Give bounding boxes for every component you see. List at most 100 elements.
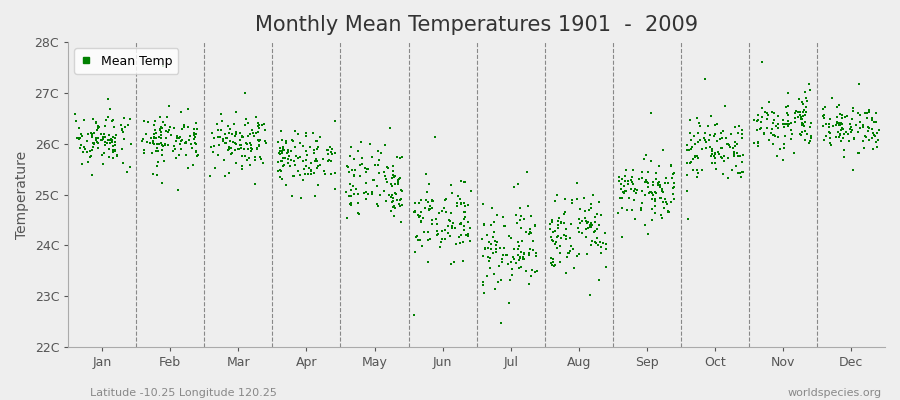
Mean Temp (524, 230, 538, 236)
Mean Temp (156, 62, 170, 69)
Mean Temp (222, 144, 237, 150)
Mean Temp (846, 105, 860, 112)
Mean Temp (858, 144, 872, 151)
Mean Temp (251, 142, 266, 149)
Mean Temp (257, 138, 272, 144)
Mean Temp (97, 150, 112, 156)
Mean Temp (346, 183, 360, 190)
Mean Temp (292, 140, 307, 147)
Mean Temp (108, 147, 122, 154)
Mean Temp (219, 140, 233, 146)
Mean Temp (444, 182, 458, 188)
Mean Temp (867, 119, 881, 125)
Mean Temp (752, 140, 766, 146)
Mean Temp (794, 114, 808, 121)
Mean Temp (186, 130, 201, 136)
Mean Temp (158, 122, 172, 128)
Mean Temp (868, 110, 883, 116)
Mean Temp (443, 218, 457, 224)
Mean Temp (544, 234, 559, 241)
Mean Temp (762, 99, 777, 105)
Mean Temp (698, 138, 713, 145)
Mean Temp (825, 95, 840, 101)
Mean Temp (103, 137, 117, 144)
Mean Temp (553, 243, 567, 249)
Mean Temp (437, 205, 452, 211)
Mean Temp (528, 253, 543, 259)
Mean Temp (688, 140, 703, 147)
Mean Temp (477, 245, 491, 252)
Mean Temp (458, 203, 473, 210)
Mean Temp (632, 176, 646, 182)
Mean Temp (523, 229, 537, 236)
Mean Temp (770, 121, 785, 128)
Mean Temp (284, 148, 298, 154)
Mean Temp (822, 124, 836, 130)
Mean Temp (89, 118, 104, 125)
Mean Temp (750, 127, 764, 133)
Mean Temp (638, 178, 652, 185)
Mean Temp (620, 180, 634, 187)
Mean Temp (815, 113, 830, 119)
Mean Temp (526, 238, 541, 244)
Mean Temp (91, 135, 105, 141)
Mean Temp (559, 226, 573, 232)
Mean Temp (588, 219, 602, 225)
Mean Temp (476, 278, 491, 285)
Mean Temp (388, 173, 402, 179)
Mean Temp (484, 246, 499, 253)
Mean Temp (490, 242, 504, 248)
Mean Temp (240, 133, 255, 140)
Mean Temp (281, 156, 295, 162)
Mean Temp (617, 178, 632, 184)
Mean Temp (301, 171, 315, 177)
Mean Temp (850, 150, 865, 156)
Mean Temp (634, 175, 649, 181)
Mean Temp (429, 221, 444, 228)
Mean Temp (273, 150, 287, 157)
Mean Temp (584, 224, 598, 230)
Mean Temp (410, 233, 425, 239)
Mean Temp (550, 244, 564, 251)
Mean Temp (512, 254, 526, 261)
Mean Temp (360, 166, 374, 172)
Mean Temp (717, 158, 732, 164)
Mean Temp (590, 226, 605, 233)
Mean Temp (241, 120, 256, 126)
Mean Temp (310, 163, 325, 169)
Mean Temp (256, 121, 271, 128)
Mean Temp (489, 248, 503, 255)
Mean Temp (181, 124, 195, 130)
Mean Temp (311, 182, 326, 188)
Mean Temp (425, 205, 439, 212)
Mean Temp (788, 118, 803, 125)
Mean Temp (328, 170, 342, 176)
Mean Temp (612, 195, 626, 201)
Mean Temp (593, 239, 608, 246)
Mean Temp (224, 151, 238, 158)
Mean Temp (456, 223, 471, 229)
Mean Temp (97, 134, 112, 140)
Mean Temp (545, 256, 560, 263)
Mean Temp (231, 146, 246, 152)
Mean Temp (150, 158, 165, 165)
Mean Temp (833, 137, 848, 144)
Mean Temp (410, 237, 425, 243)
Mean Temp (189, 120, 203, 126)
Mean Temp (554, 250, 568, 256)
Mean Temp (796, 120, 810, 127)
Mean Temp (229, 130, 243, 137)
Mean Temp (867, 132, 881, 139)
Mean Temp (274, 144, 288, 151)
Mean Temp (422, 236, 436, 242)
Mean Temp (505, 266, 519, 272)
Mean Temp (584, 201, 598, 207)
Mean Temp (253, 154, 267, 160)
Mean Temp (155, 180, 169, 186)
Mean Temp (425, 221, 439, 227)
Mean Temp (572, 220, 587, 226)
Mean Temp (183, 133, 197, 140)
Mean Temp (179, 140, 194, 146)
Mean Temp (103, 139, 117, 146)
Mean Temp (235, 162, 249, 169)
